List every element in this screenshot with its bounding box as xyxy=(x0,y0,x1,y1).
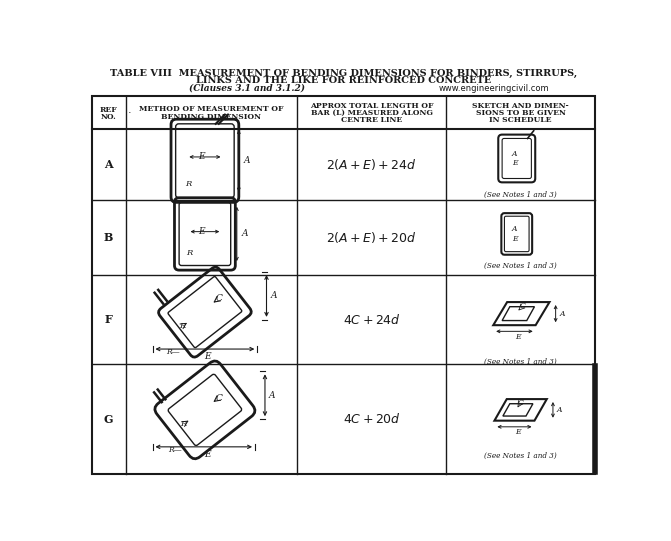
Text: NO.: NO. xyxy=(101,113,117,121)
Text: E: E xyxy=(204,450,211,459)
Text: (See Notes 1 and 3): (See Notes 1 and 3) xyxy=(484,358,557,366)
Text: G: G xyxy=(104,414,113,425)
Text: BENDING DIMENSION: BENDING DIMENSION xyxy=(162,113,262,121)
Text: A: A xyxy=(269,391,275,400)
Text: A: A xyxy=(270,292,277,300)
Text: E: E xyxy=(511,235,517,242)
Text: R: R xyxy=(178,322,185,330)
Text: A: A xyxy=(560,309,565,318)
Text: A: A xyxy=(244,156,250,166)
Text: SIONS TO BE GIVEN: SIONS TO BE GIVEN xyxy=(476,109,566,117)
Text: ·: · xyxy=(128,108,132,117)
Text: www.engineeringcivil.com: www.engineeringcivil.com xyxy=(438,83,549,93)
Text: A: A xyxy=(104,159,113,170)
Text: C: C xyxy=(517,399,523,407)
Text: (See Notes 1 and 3): (See Notes 1 and 3) xyxy=(484,452,557,460)
Text: $2(A+E)+20d$: $2(A+E)+20d$ xyxy=(326,230,417,245)
Text: (See Notes 1 and 3): (See Notes 1 and 3) xyxy=(484,262,557,270)
Text: $4C+20d$: $4C+20d$ xyxy=(343,412,401,426)
Text: APPROX TOTAL LENGTH OF: APPROX TOTAL LENGTH OF xyxy=(310,102,433,110)
Text: (See Notes 1 and 3): (See Notes 1 and 3) xyxy=(484,190,557,199)
Text: E: E xyxy=(204,352,211,361)
Text: BAR (L) MEASURED ALONG: BAR (L) MEASURED ALONG xyxy=(311,109,433,117)
Text: CENTRE LINE: CENTRE LINE xyxy=(341,116,402,123)
Text: E: E xyxy=(515,333,521,341)
Text: (Clauses 3.1 and 3.1.2): (Clauses 3.1 and 3.1.2) xyxy=(189,83,305,93)
Text: F: F xyxy=(105,314,113,325)
Text: SKETCH AND DIMEN-: SKETCH AND DIMEN- xyxy=(472,102,569,110)
Text: C: C xyxy=(215,294,222,303)
Text: IN SCHEDULE: IN SCHEDULE xyxy=(489,116,552,123)
Text: $2(A+E)+24d$: $2(A+E)+24d$ xyxy=(326,157,417,172)
Text: E: E xyxy=(515,428,521,436)
Text: A: A xyxy=(242,229,248,239)
Text: R―: R― xyxy=(168,446,181,454)
Text: TABLE VIII  MEASUREMENT OF BENDING DIMENSIONS FOR BINDERS, STIRRUPS,: TABLE VIII MEASUREMENT OF BENDING DIMENS… xyxy=(110,69,577,78)
Text: C: C xyxy=(215,394,222,403)
Text: REF: REF xyxy=(100,105,117,114)
Text: R: R xyxy=(186,249,193,257)
Text: B: B xyxy=(104,232,113,243)
Text: E: E xyxy=(198,227,205,236)
Text: A: A xyxy=(512,225,517,233)
Text: R: R xyxy=(180,420,187,428)
Text: A: A xyxy=(512,150,517,158)
Text: R―: R― xyxy=(166,348,180,356)
Text: C: C xyxy=(519,302,525,310)
Text: LINKS AND THE LIKE FOR REINFORCED CONCRETE: LINKS AND THE LIKE FOR REINFORCED CONCRE… xyxy=(196,76,491,85)
Text: E: E xyxy=(511,159,517,167)
Text: A: A xyxy=(557,406,562,414)
Text: $4C+24d$: $4C+24d$ xyxy=(343,313,401,327)
Text: R: R xyxy=(185,180,191,188)
Text: METHOD OF MEASUREMENT OF: METHOD OF MEASUREMENT OF xyxy=(139,105,284,113)
Text: E: E xyxy=(198,153,205,161)
